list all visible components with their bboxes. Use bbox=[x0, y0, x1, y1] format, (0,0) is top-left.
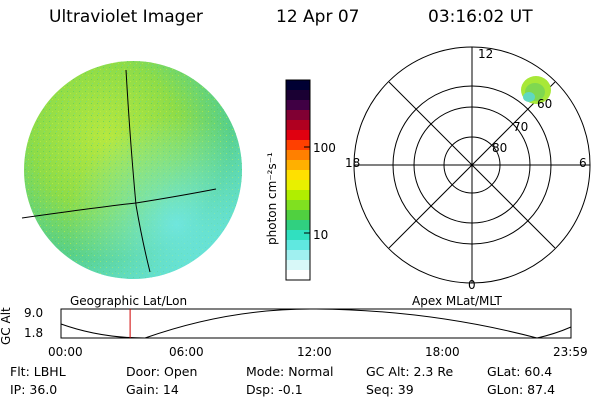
time-tick-0600: 06:00 bbox=[169, 345, 204, 359]
lat-label-60: 60 bbox=[537, 97, 553, 111]
colorbar-unit-label: photon cm⁻²s⁻¹ bbox=[265, 152, 279, 245]
mlt-label-6: 6 bbox=[579, 156, 587, 170]
lat-label-80: 80 bbox=[492, 141, 508, 155]
colorbar-segment bbox=[286, 110, 310, 121]
glat-status: GLat: 60.4 bbox=[487, 364, 553, 379]
colorbar-tick-100: 100 bbox=[313, 141, 336, 155]
colorbar-segment bbox=[286, 80, 310, 91]
latitude-line bbox=[21, 188, 217, 219]
colorbar-tick-10: 10 bbox=[313, 228, 329, 242]
mlt-label-12: 12 bbox=[478, 47, 494, 61]
colorbar-segment bbox=[286, 130, 310, 141]
dsp-status: Dsp: -0.1 bbox=[246, 382, 303, 397]
alt-tick-1-8: 1.8 bbox=[24, 326, 44, 340]
time-tick-0000: 00:00 bbox=[48, 345, 83, 359]
time-tick-1200: 12:00 bbox=[297, 345, 332, 359]
meridian-line bbox=[125, 69, 151, 273]
colorbar-segment bbox=[286, 120, 310, 131]
colorbar-segment bbox=[286, 200, 310, 211]
colorbar-segment bbox=[286, 140, 310, 151]
door-status: Door: Open bbox=[126, 364, 198, 379]
glon-status: GLon: 87.4 bbox=[487, 382, 556, 397]
geographic-label: Geographic Lat/Lon bbox=[70, 294, 188, 308]
color-scale-bar bbox=[285, 79, 311, 281]
mlt-label-18: 18 bbox=[345, 156, 361, 170]
colorbar-segment bbox=[286, 180, 310, 191]
instrument-title: Ultraviolet Imager bbox=[49, 7, 203, 27]
mlt-label-0: 0 bbox=[468, 278, 476, 292]
colorbar-frame bbox=[285, 79, 311, 281]
gc-alt-status: GC Alt: 2.3 Re bbox=[366, 364, 454, 379]
alt-tick-9: 9.0 bbox=[24, 306, 44, 320]
colorbar-segment bbox=[286, 210, 310, 221]
colorbar-segment bbox=[286, 240, 310, 251]
colorbar-segment bbox=[286, 220, 310, 231]
mode-status: Mode: Normal bbox=[246, 364, 334, 379]
time-tick-2359: 23:59 bbox=[553, 345, 588, 359]
colorbar-segment bbox=[286, 190, 310, 201]
colorbar-segment bbox=[286, 250, 310, 261]
colorbar-segment bbox=[286, 230, 310, 241]
colorbar-segment bbox=[286, 170, 310, 181]
seq-status: Seq: 39 bbox=[366, 382, 414, 397]
colorbar-segment bbox=[286, 160, 310, 171]
ip-status: IP: 36.0 bbox=[10, 382, 58, 397]
lat-label-70: 70 bbox=[513, 120, 529, 134]
colorbar-segment bbox=[286, 150, 310, 161]
filter-status: Flt: LBHL bbox=[10, 364, 66, 379]
gc-alt-axis-label: GC Alt bbox=[0, 307, 13, 345]
time-tick-1800: 18:00 bbox=[425, 345, 460, 359]
gain-status: Gain: 14 bbox=[126, 382, 179, 397]
colorbar-segment bbox=[286, 90, 310, 101]
colorbar-segment bbox=[286, 260, 310, 271]
colorbar-segment bbox=[286, 270, 310, 281]
observation-time: 03:16:02 UT bbox=[428, 7, 533, 27]
apex-label: Apex MLat/MLT bbox=[412, 294, 502, 308]
colorbar-segment bbox=[286, 100, 310, 111]
observation-date: 12 Apr 07 bbox=[276, 7, 360, 27]
